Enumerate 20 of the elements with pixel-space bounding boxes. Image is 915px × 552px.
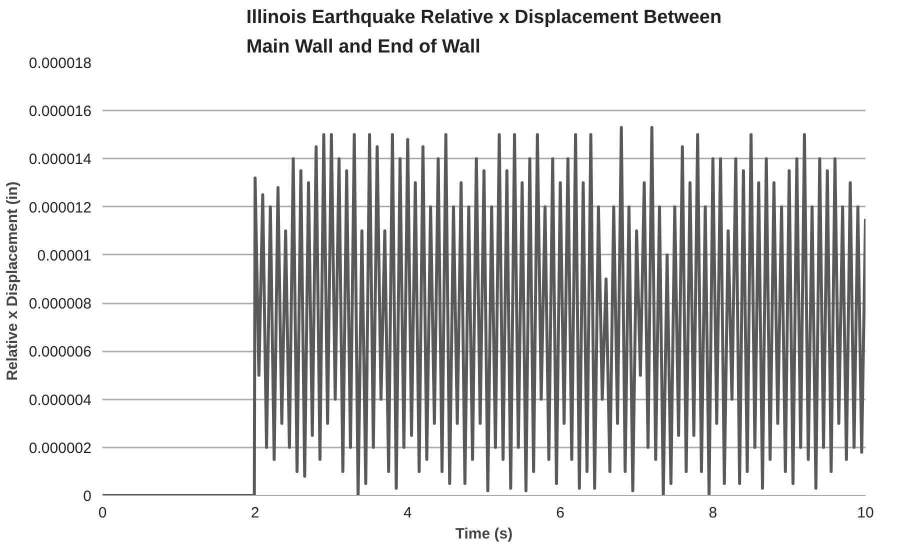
- y-tick-label: 0.000012: [28, 199, 92, 216]
- y-tick-label: 0.000016: [28, 103, 92, 120]
- y-axis-title: Relative x Displacement (in): [4, 181, 21, 381]
- line-series: [102, 126, 866, 496]
- y-tick-label: 0.000008: [28, 296, 92, 313]
- x-tick-label: 4: [404, 504, 412, 522]
- x-axis-title: Time (s): [455, 526, 513, 542]
- x-tick-label: 6: [556, 504, 564, 522]
- y-tick-label: 0.000004: [28, 392, 92, 409]
- x-tick-label: 8: [708, 504, 718, 522]
- y-tick-label: 0.000014: [28, 151, 92, 168]
- x-tick-label: 0: [98, 504, 107, 522]
- chart-title: Illinois Earthquake Relative x Displacement Between Main Wall and End of Wall: [246, 7, 722, 58]
- y-tick-label: 0.000006: [28, 344, 92, 361]
- x-tick-label: 2: [250, 504, 260, 522]
- y-tick-label: 0.000018: [28, 55, 92, 72]
- x-tick-label: 10: [857, 504, 874, 522]
- y-tick-label: 0.000002: [28, 440, 92, 457]
- y-tick-label: 0: [83, 488, 92, 505]
- y-tick-label: 0.00001: [37, 247, 92, 264]
